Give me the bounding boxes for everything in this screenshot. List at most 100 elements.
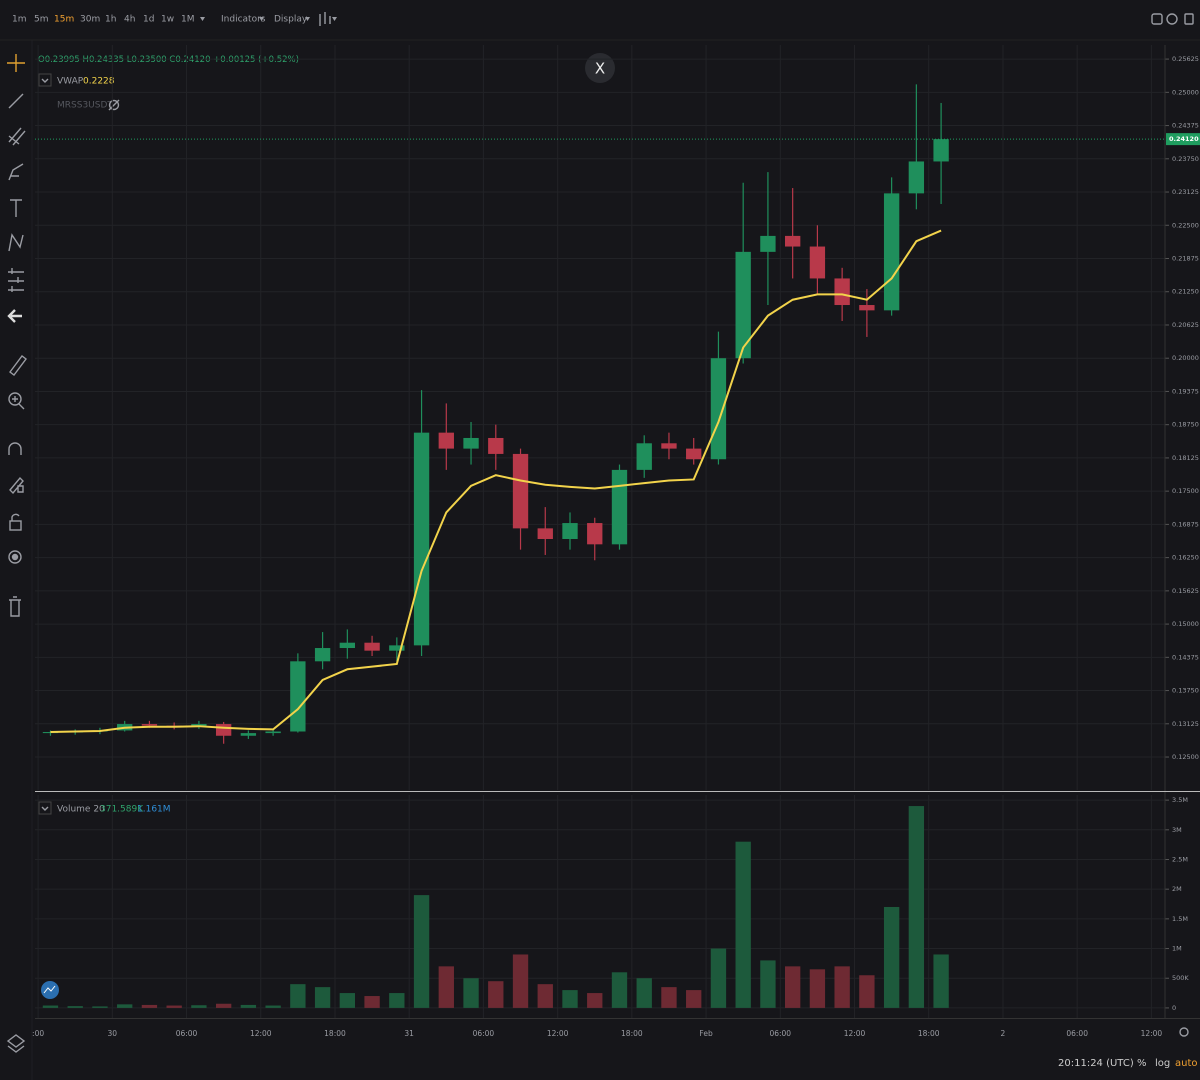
percent-toggle[interactable]: %	[1137, 1058, 1147, 1069]
volume-bar	[314, 987, 331, 1008]
volume-bar	[42, 1005, 59, 1008]
collapse-icon[interactable]	[41, 78, 49, 83]
volume-bar	[141, 1004, 158, 1008]
y-tick-label: 0.13125	[1172, 720, 1199, 728]
collapse-icon[interactable]	[41, 806, 49, 811]
volume-bar	[488, 981, 504, 1008]
y-tick-label: 3M	[1172, 826, 1182, 834]
dropdown-icon[interactable]	[200, 17, 205, 21]
candle-body	[488, 437, 504, 454]
x-tick-label: 18:00	[621, 1029, 643, 1038]
volume-bar	[290, 984, 306, 1008]
log-toggle[interactable]: log	[1155, 1058, 1170, 1069]
candle-body	[413, 432, 430, 646]
x-tick-label: Feb	[699, 1029, 713, 1038]
x-tick-label: 12:00	[844, 1029, 866, 1038]
close-button[interactable]	[585, 53, 615, 83]
indicators-button[interactable]: Indicators	[221, 15, 266, 25]
interval-button[interactable]: 1m	[12, 15, 27, 25]
y-tick-label: 0.14375	[1172, 653, 1199, 661]
y-tick-label: 500K	[1172, 974, 1189, 982]
settings-icon[interactable]	[1179, 1027, 1189, 1037]
x-tick-label: 30	[108, 1029, 118, 1038]
candle-body	[908, 161, 925, 194]
y-tick-label: 0.19375	[1172, 387, 1199, 395]
top-right-icons[interactable]	[1151, 13, 1194, 25]
interval-button[interactable]: 5m	[34, 15, 49, 25]
clock: 20:11:24 (UTC)	[1058, 1058, 1134, 1069]
volume-bar	[735, 841, 751, 1008]
candle-body	[636, 443, 652, 470]
interval-button[interactable]: 15m	[54, 15, 74, 25]
x-tick-label: 18:00	[324, 1029, 346, 1038]
vwap-line	[50, 229, 942, 734]
candle-body	[215, 724, 232, 736]
interval-button[interactable]: 4h	[124, 15, 135, 25]
y-tick-label: 0.18750	[1172, 421, 1199, 429]
vwap-value: 0.2228	[83, 77, 115, 87]
volume-bar	[67, 1006, 83, 1008]
x-tick-label: 06:00	[769, 1029, 791, 1038]
candle-body	[834, 278, 850, 306]
last-price-box	[1166, 133, 1200, 146]
collapse-button[interactable]	[38, 801, 52, 815]
interval-button[interactable]: 1M	[181, 15, 195, 25]
candle-body	[290, 661, 306, 732]
dropdown-icon[interactable]	[259, 17, 264, 21]
volume-bar	[117, 1004, 133, 1008]
y-tick-label: 0.24375	[1172, 122, 1199, 130]
candle-body	[735, 251, 751, 359]
y-tick-label: 0.23750	[1172, 155, 1199, 163]
x-tick-label: :00	[32, 1029, 44, 1038]
interval-button[interactable]: 1d	[143, 15, 154, 25]
logo-mark	[43, 985, 56, 994]
visibility-icon[interactable]	[108, 99, 120, 111]
x-tick-label: 2	[1001, 1029, 1006, 1038]
chart-type-icon[interactable]	[319, 12, 337, 26]
volume-bar	[389, 993, 405, 1008]
volume-bar	[166, 1005, 182, 1008]
volume-bar	[636, 978, 652, 1008]
y-tick-label: 2.5M	[1172, 855, 1188, 863]
y-tick-label: 0.15625	[1172, 587, 1199, 595]
y-tick-label: 0.20625	[1172, 321, 1199, 329]
dropdown-icon[interactable]	[305, 17, 310, 21]
x-tick-label: 18:00	[918, 1029, 940, 1038]
y-tick-label: 0.16250	[1172, 554, 1199, 562]
x-tick-label: 06:00	[176, 1029, 198, 1038]
volume-bar	[562, 990, 578, 1008]
candle-body	[339, 642, 356, 649]
y-tick-label: 0.23125	[1172, 188, 1199, 196]
drawing-tools[interactable]	[6, 54, 27, 1053]
candle-body	[611, 469, 628, 545]
y-tick-label: 0.16875	[1172, 520, 1199, 528]
volume-bar	[438, 966, 454, 1008]
last-price-label: 0.24120	[1169, 135, 1199, 143]
volume-bar	[908, 806, 925, 1008]
interval-button[interactable]: 1h	[105, 15, 116, 25]
volume-bar	[784, 966, 801, 1008]
auto-toggle[interactable]: auto	[1175, 1058, 1198, 1069]
y-tick-label: 0.25000	[1172, 88, 1199, 96]
y-tick-label: 0.20000	[1172, 354, 1199, 362]
candle-body	[463, 437, 479, 449]
volume-bar	[933, 954, 949, 1008]
interval-button[interactable]: 1w	[161, 15, 174, 25]
candle-body	[587, 523, 603, 545]
display-button[interactable]: Display	[274, 15, 308, 25]
close-label[interactable]: X	[595, 60, 605, 78]
volume-bar	[587, 993, 603, 1008]
candle-body	[314, 648, 331, 662]
y-tick-label: 0	[1172, 1004, 1176, 1012]
y-tick-label: 0.12500	[1172, 753, 1199, 761]
volume-bar	[760, 960, 776, 1008]
candle-body	[438, 432, 454, 449]
volume-bar	[463, 978, 479, 1008]
volume-bar	[413, 895, 430, 1008]
candle-body	[389, 645, 405, 651]
candle-body	[42, 732, 59, 734]
collapse-button[interactable]	[38, 73, 52, 87]
volume-value: 371.589K	[100, 805, 144, 815]
interval-button[interactable]: 30m	[80, 15, 100, 25]
